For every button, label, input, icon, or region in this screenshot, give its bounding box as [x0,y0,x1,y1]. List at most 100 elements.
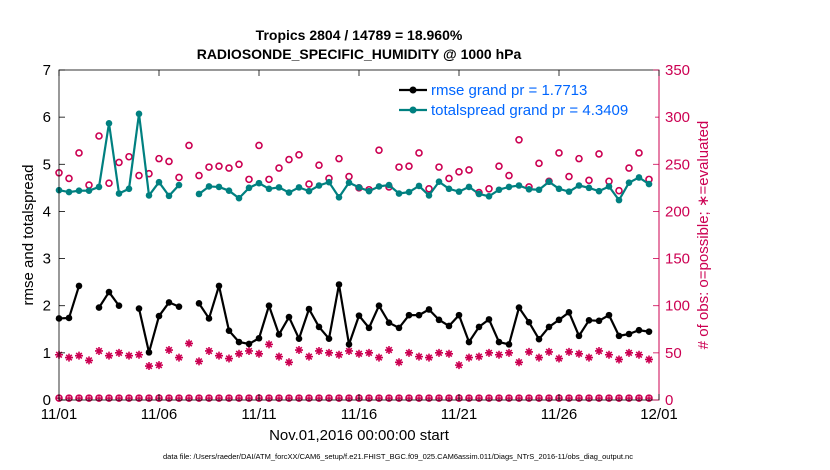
rmse-point [455,311,463,319]
series-layer [55,110,653,402]
possible-obs-point [215,162,223,170]
evaluated-obs-point [605,350,613,359]
possible-obs-point [135,171,143,180]
rmse-point [265,302,273,310]
zero-evaluated-point [85,394,93,402]
series-rmse [55,281,653,356]
totalspread-point [95,183,103,191]
zero-evaluated-point [365,394,373,402]
rmse-segment [207,285,221,319]
rmse-point [355,312,363,319]
series-evaluated-obs [55,339,653,371]
zero-evaluated-point [115,394,123,402]
y-tick-label: 0 [43,392,51,409]
evaluated-obs-point [585,353,593,362]
evaluated-obs-point [195,357,203,366]
rmse-point [385,319,393,326]
zero-evaluated-point [475,394,483,402]
rmse-segment [67,285,81,319]
evaluated-obs-point [595,346,603,355]
zero-evaluated-point [245,394,253,402]
possible-obs-point [285,155,293,164]
totalspread-point [65,188,73,196]
x-tick-label: 11/26 [541,406,577,423]
evaluated-obs-point [445,349,453,358]
evaluated-obs-point [435,348,443,357]
possible-obs-point [495,162,503,170]
evaluated-obs-point [375,353,383,362]
possible-obs-point [65,174,73,183]
totalspread-point [245,184,253,192]
possible-obs-point [95,132,103,140]
totalspread-point [285,189,293,196]
evaluated-obs-point [65,353,73,362]
rmse-point [505,341,513,348]
zero-evaluated-point [635,394,643,402]
totalspread-point [515,182,523,189]
totalspread-point [395,190,403,197]
rmse-point [95,304,103,311]
rmse-point [175,303,183,310]
rmse-point [305,305,313,313]
totalspread-point [175,181,183,189]
left-axis: 0 1 2 3 4 5 6 7 [43,62,65,409]
rmse-segment [487,318,501,343]
y-tick-label: 7 [43,62,51,79]
evaluated-obs-point [465,353,473,362]
totalspread-point [155,178,163,186]
zero-evaluated-point [105,394,113,402]
evaluated-obs-point [525,347,533,356]
rmse-segment [297,308,311,340]
rmse-point [75,282,83,290]
totalspread-point [125,185,133,193]
evaluated-obs-point [165,346,173,355]
totalspread-point [115,190,123,197]
evaluated-obs-point [305,352,313,361]
rmse-point [365,324,373,332]
rmse-point [255,334,263,342]
evaluated-obs-point [555,354,563,363]
zero-evaluated-point [325,394,333,402]
x-tick-label: 11/06 [141,406,177,423]
y-tick-label: 3 [43,251,51,268]
evaluated-obs-point [535,353,543,362]
zero-evaluated-point [615,394,623,402]
zero-evaluated-point [405,394,413,402]
zero-evaluated-point [445,394,453,402]
rmse-segment [567,311,581,337]
zero-evaluated-point [125,394,133,402]
rmse-segment [257,305,271,339]
y-tick-label: 2 [43,298,51,315]
zero-evaluated-point [295,394,303,402]
rmse-point [495,338,503,346]
evaluated-obs-point [475,352,483,361]
totalspread-point [595,187,603,195]
zero-evaluated-point [215,394,223,402]
rmse-point [235,338,243,346]
possible-obs-point [295,151,303,159]
rmse-point [635,326,643,334]
evaluated-obs-point [215,351,223,360]
possible-obs-point [425,185,433,193]
evaluated-obs-point [415,352,423,361]
possible-obs-point [575,154,583,163]
evaluated-obs-point [635,350,643,359]
totalspread-point [275,184,283,191]
x-tick-label: 12/01 [640,406,678,423]
zero-evaluated-point [235,394,243,402]
totalspread-point [255,179,263,187]
evaluated-obs-point [185,339,193,348]
rmse-point [425,306,433,313]
possible-obs-point [115,158,123,167]
totalspread-point [335,193,343,201]
zero-line-markers [55,394,653,402]
evaluated-obs-point [385,346,393,355]
zero-evaluated-point [535,394,543,402]
totalspread-point [405,188,413,196]
rmse-segment [267,305,281,335]
totalspread-point [425,192,433,199]
legend-box [395,79,655,121]
possible-obs-point [205,163,213,171]
possible-obs-point [195,171,203,180]
rmse-point [285,313,293,321]
